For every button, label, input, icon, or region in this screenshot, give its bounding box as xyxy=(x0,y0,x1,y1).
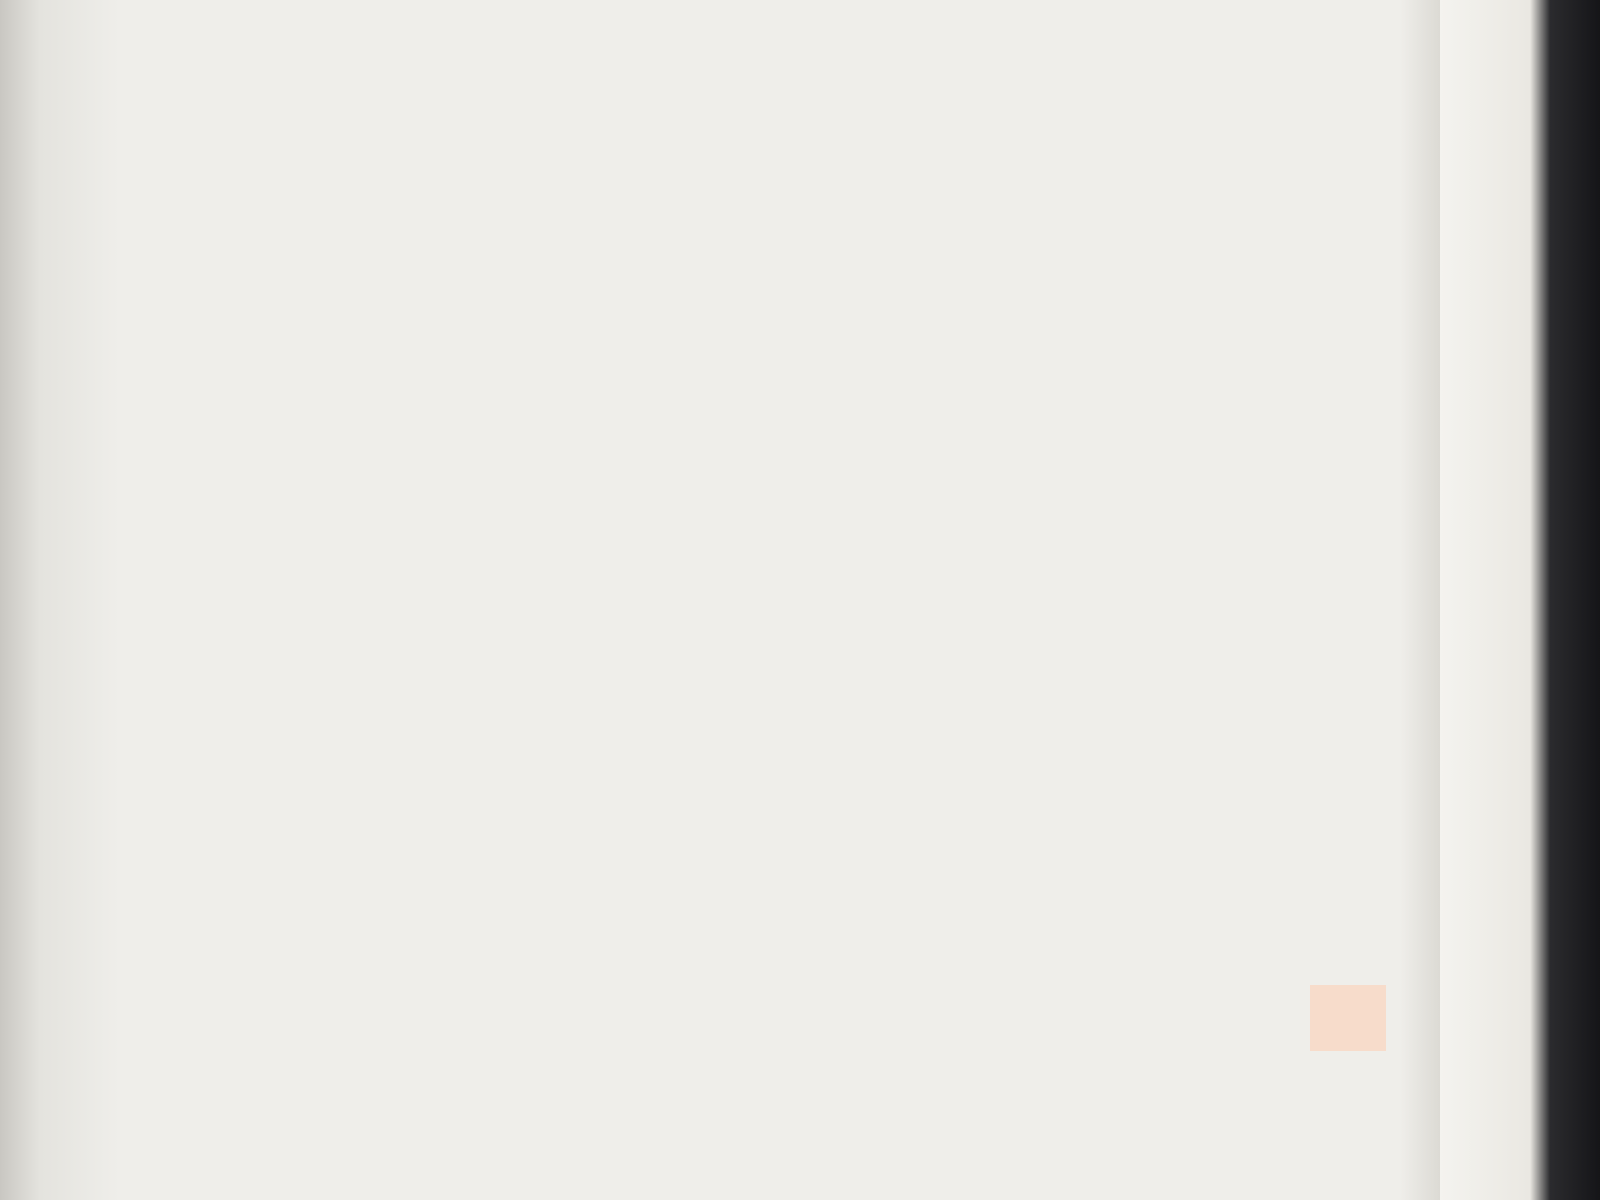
book-page xyxy=(0,0,1440,1200)
page-number xyxy=(1310,985,1386,1051)
book-edge xyxy=(1440,0,1600,1200)
